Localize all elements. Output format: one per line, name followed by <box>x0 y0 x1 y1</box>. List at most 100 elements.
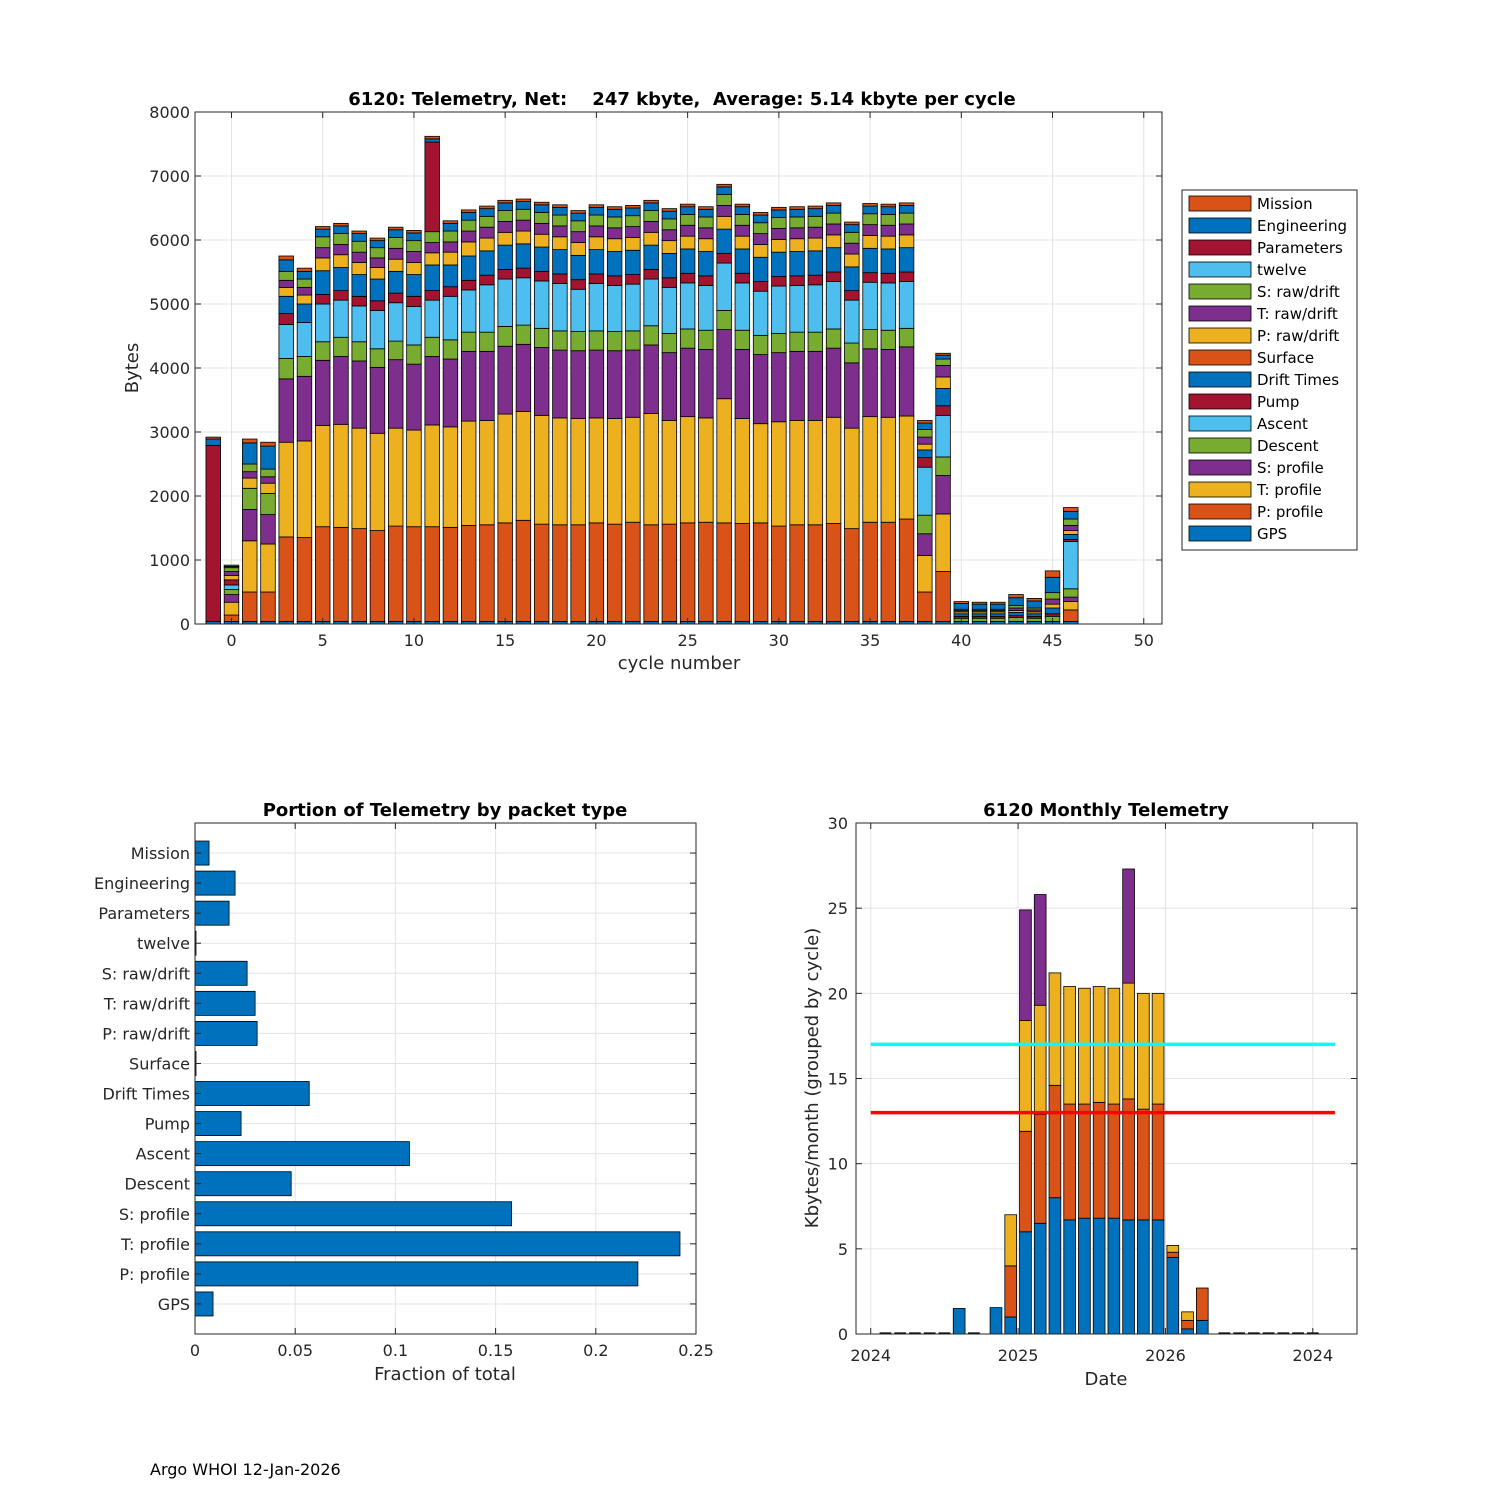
bar-segment-pump <box>424 290 440 301</box>
footer-credit: Argo WHOI 12-Jan-2026 <box>150 1460 341 1479</box>
bar-segment-descent <box>570 331 586 352</box>
bar-segment-p-profile <box>533 523 550 622</box>
bar-segment-t-raw-drift <box>406 251 422 263</box>
cycle-bar <box>1063 507 1079 625</box>
bar-segment-p-profile <box>789 524 805 622</box>
monthly-chart-ylabel: Kbytes/month (grouped by cycle) <box>802 928 823 1228</box>
cycle-bar <box>1008 594 1024 625</box>
bar-segment-t-profile <box>844 427 860 530</box>
bar-segment-ascent <box>570 288 586 332</box>
bar-segment-p-profile <box>643 524 659 622</box>
bar-segment-engineering <box>625 207 641 217</box>
bar-segment-p-raw-drift <box>625 237 641 251</box>
bar-segment-ascent <box>351 305 367 343</box>
bar-segment-engineering <box>552 206 568 216</box>
bar-segment-mission <box>1026 598 1042 602</box>
bar-segment-pump <box>223 579 240 586</box>
month-segment-gps <box>1004 1316 1018 1335</box>
bar-segment-s-profile <box>223 594 240 603</box>
bar-segment-t-raw-drift <box>424 242 440 254</box>
cycle-chart-title: 6120: Telemetry, Net: 247 kbyte, Average… <box>348 89 1016 110</box>
month-bar <box>1137 992 1150 1335</box>
bar-segment-s-profile <box>1063 596 1079 602</box>
bar-segment-drift-times <box>789 251 805 277</box>
bar-segment-s-raw-drift <box>333 233 349 245</box>
legend-label: Surface <box>1257 349 1314 367</box>
bar-segment-mission <box>278 255 294 261</box>
bar-segment-s-raw-drift <box>278 270 294 281</box>
bar-segment-mission <box>260 441 276 447</box>
legend-swatch <box>1188 525 1252 542</box>
bar-segment-p-profile <box>552 524 568 622</box>
bar-segment-t-raw-drift <box>223 571 240 576</box>
bar-segment-engineering <box>406 232 422 242</box>
bar-segment-mission <box>752 212 769 216</box>
bar-segment-p-raw-drift <box>679 235 696 250</box>
bar-segment-s-raw-drift <box>369 247 386 259</box>
bar-segment-s-raw-drift <box>734 213 751 226</box>
bar-segment-pump <box>442 286 459 297</box>
bar-segment-s-profile <box>825 347 842 418</box>
bar-segment-t-profile <box>552 417 568 526</box>
cycle-bar <box>424 135 440 625</box>
cycle-bar <box>242 438 258 625</box>
x-tick-label: 2026 <box>1145 1346 1186 1365</box>
bar-segment-p-raw-drift <box>223 574 240 581</box>
bar-segment-p-profile <box>898 518 915 622</box>
bar-segment-drift-times <box>315 270 331 295</box>
bar-segment-ascent <box>497 278 513 327</box>
bar-segment-drift-times <box>278 295 294 315</box>
bar-segment-pump <box>771 276 787 287</box>
bar-segment-drift-times <box>898 247 915 273</box>
bar-segment-t-profile <box>242 540 258 593</box>
legend-swatch <box>1188 437 1252 454</box>
legend-label: Mission <box>1257 195 1313 213</box>
bar-segment-drift-times <box>570 254 586 281</box>
legend-swatch <box>1188 261 1252 278</box>
bar-segment-p-profile <box>460 525 477 622</box>
cycle-bar <box>807 205 824 625</box>
month-segment-p-profile <box>1195 1287 1209 1321</box>
bar-segment-s-raw-drift <box>625 215 641 227</box>
bar-segment-mission <box>460 209 477 213</box>
bar-segment-t-raw-drift <box>278 279 294 288</box>
bar-segment-t-raw-drift <box>260 476 276 484</box>
month-segment-s-profile <box>1033 894 1047 1006</box>
bar-segment-p-profile <box>260 591 276 622</box>
bar-segment-pump <box>752 281 769 292</box>
bar-segment-pump <box>917 457 933 468</box>
bar-segment-s-profile <box>442 358 459 428</box>
bar-segment-p-raw-drift <box>552 236 568 251</box>
bar-segment-pump <box>497 269 513 280</box>
month-segment-t-profile <box>1019 1020 1032 1132</box>
bar-segment-p-raw-drift <box>880 235 897 250</box>
bar-segment-pump <box>406 295 422 307</box>
bar-segment-p-profile <box>351 528 367 622</box>
bar-segment-p-raw-drift <box>387 258 404 272</box>
bar-segment-engineering <box>698 208 714 218</box>
bar-segment-p-raw-drift <box>515 230 532 245</box>
bar-segment-t-raw-drift <box>570 231 586 243</box>
x-tick-label: 20 <box>586 631 606 650</box>
cycle-bar <box>387 226 404 625</box>
bar-segment-mission <box>807 205 824 210</box>
cycle-bar <box>351 230 367 625</box>
category-label: P: raw/drift <box>102 1024 190 1043</box>
bar-segment-descent <box>661 333 678 354</box>
bar-segment-descent <box>497 325 513 347</box>
bar-segment-engineering <box>515 201 532 210</box>
bar-segment-parameters <box>424 141 440 233</box>
cycle-bar <box>971 601 988 625</box>
category-label: twelve <box>137 934 190 953</box>
bar-segment-t-raw-drift <box>497 221 513 233</box>
month-segment-t-profile <box>1137 992 1150 1110</box>
bar-segment-mission <box>315 226 331 230</box>
bar-segment-p-profile <box>570 524 586 622</box>
bar-segment-ascent <box>296 322 313 357</box>
bar-segment-descent <box>333 336 349 357</box>
bar-segment-t-profile <box>698 417 714 523</box>
bar-segment-descent <box>752 334 769 355</box>
bar-segment-pump <box>479 274 495 286</box>
x-tick-label: 35 <box>860 631 880 650</box>
legend-swatch <box>1188 371 1252 388</box>
